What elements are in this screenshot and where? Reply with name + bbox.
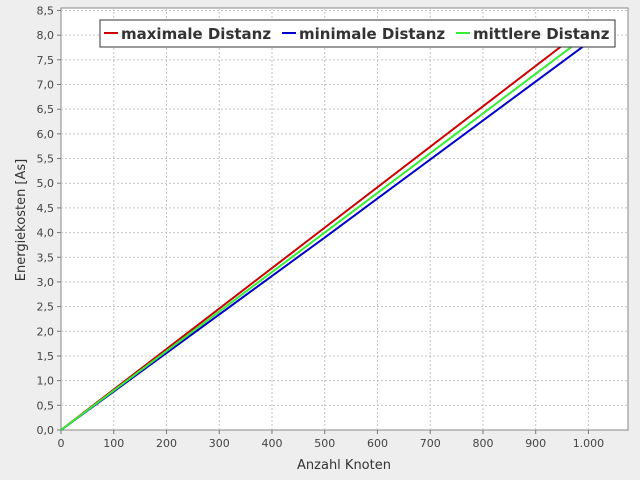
x-tick-label: 600	[367, 437, 388, 450]
y-tick-label: 5,5	[37, 153, 55, 166]
y-tick-label: 4,5	[37, 202, 55, 215]
grid-lines	[61, 8, 628, 430]
legend-label-maximale: maximale Distanz	[121, 25, 271, 43]
y-tick-label: 7,5	[37, 54, 55, 67]
x-tick-label: 500	[314, 437, 335, 450]
y-tick-label: 1,5	[37, 350, 55, 363]
series-line-1	[60, 36, 574, 431]
y-axis-ticks: 0,0 0,5 1,0 1,5 2,0 2,5 3,0 3,5 4,0 4,5 5,0 5,5 6,0 6…	[37, 4, 61, 437]
y-axis-label: Energiekosten [As]	[14, 159, 29, 282]
y-tick-label: 3,5	[37, 251, 55, 264]
y-tick-label: 6,0	[37, 128, 55, 141]
y-tick-label: 0,0	[37, 424, 55, 437]
x-tick-label: 100	[103, 437, 124, 450]
legend-box	[99, 19, 616, 48]
x-axis-label: Anzahl Knoten	[297, 458, 391, 473]
y-tick-label: 3,0	[37, 276, 55, 289]
y-tick-label: 5,0	[37, 177, 55, 190]
x-tick-label: 800	[472, 437, 493, 450]
y-tick-label: 2,0	[37, 325, 55, 338]
y-tick-label: 0,5	[37, 399, 55, 412]
series-line-3	[60, 39, 582, 431]
legend-label-minimale: minimale Distanz	[299, 25, 445, 43]
x-tick-label: 300	[209, 437, 230, 450]
series-line-2	[60, 41, 590, 431]
series-lines	[60, 36, 590, 431]
x-tick-label: 1.000	[573, 437, 605, 450]
x-tick-label: 400	[261, 437, 282, 450]
y-tick-label: 8,5	[37, 4, 55, 17]
x-tick-label: 0	[58, 437, 65, 450]
y-tick-label: 2,5	[37, 301, 55, 314]
y-tick-label: 7,0	[37, 79, 55, 92]
x-tick-label: 200	[156, 437, 177, 450]
y-tick-label: 1,0	[37, 375, 55, 388]
x-tick-label: 700	[420, 437, 441, 450]
y-tick-label: 6,5	[37, 103, 55, 116]
x-axis-ticks: 0 100 200 300 400 500 600 700 800 900 1.000	[58, 430, 605, 450]
y-tick-label: 4,0	[37, 227, 55, 240]
y-tick-label: 8,0	[37, 29, 55, 42]
x-tick-label: 900	[525, 437, 546, 450]
legend-label-mittlere: mittlere Distanz	[473, 25, 610, 43]
legend: maximale Distanz minimale Distanz mittle…	[99, 19, 616, 48]
